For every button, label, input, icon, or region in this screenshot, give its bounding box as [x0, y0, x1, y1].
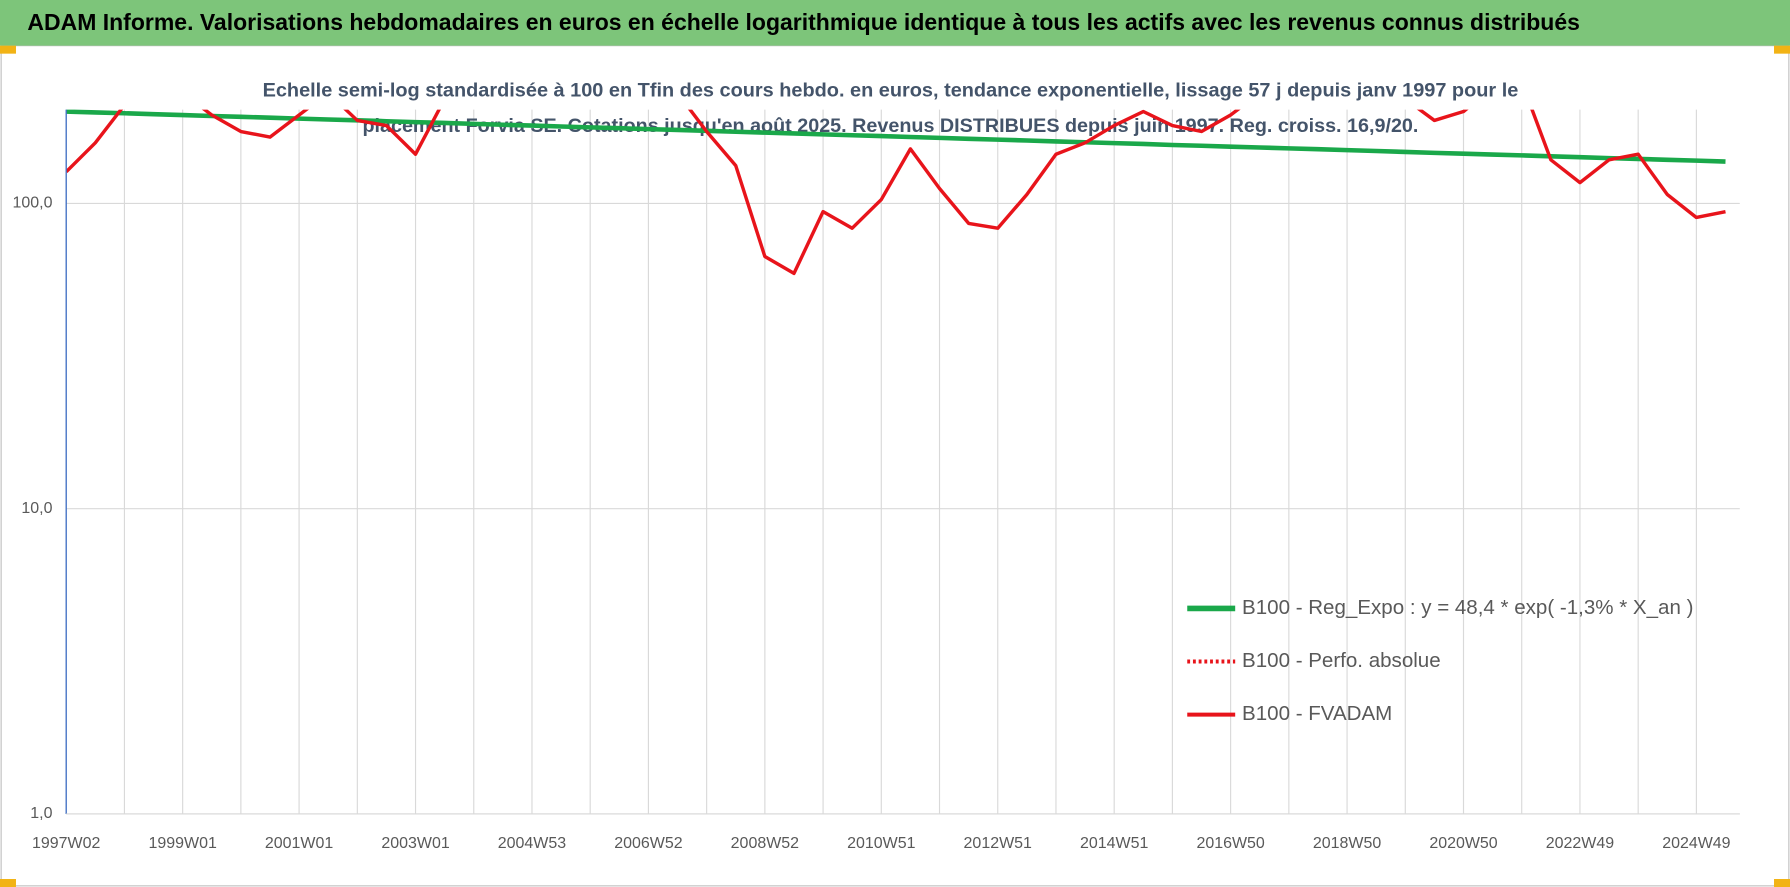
corner-mark — [1774, 879, 1790, 887]
plot-lines — [66, 109, 1726, 276]
y-tick-label: 100,0 — [13, 195, 53, 212]
x-tick-label: 2018W50 — [1313, 835, 1381, 852]
legend-label: B100 - Perfo. absolue — [1242, 649, 1441, 672]
axes-legend: 1,0 10,0 100,0 1997W02 1999W01 2001W01 2003W01… — [13, 109, 1740, 852]
x-tick-label: 2006W52 — [614, 835, 682, 852]
subtitle: placement Forvia SE. Cotations jusqu'en … — [362, 115, 1418, 137]
legend-label: B100 - FVADAM — [1242, 702, 1392, 725]
x-tick-label: 2022W49 — [1546, 835, 1614, 852]
legend-label: B100 - Reg_Expo : y = 48,4 * exp( -1,3% … — [1242, 596, 1693, 619]
x-tick-label: 2010W51 — [847, 835, 915, 852]
title-bar — [0, 0, 1790, 46]
x-tick-label: 2001W01 — [265, 835, 333, 852]
x-tick-label: 2016W50 — [1196, 835, 1264, 852]
x-tick-label: 1999W01 — [148, 835, 216, 852]
x-tick-label: 2012W51 — [964, 835, 1032, 852]
chart-title: ADAM Informe. Valorisations hebdomadaire… — [27, 9, 1580, 35]
x-tick-label: 2024W49 — [1662, 835, 1730, 852]
x-tick-label: 2020W50 — [1429, 835, 1497, 852]
grid — [66, 109, 1740, 815]
corner-mark — [0, 45, 16, 54]
y-tick-label: 1,0 — [30, 805, 52, 822]
x-tick-label: 2003W01 — [381, 835, 449, 852]
x-tick-label: 2014W51 — [1080, 835, 1148, 852]
corner-mark — [1774, 45, 1790, 54]
corner-mark — [0, 879, 16, 887]
x-tick-label: 2008W52 — [731, 835, 799, 852]
subtitle: Echelle semi-log standardisée à 100 en T… — [263, 79, 1519, 101]
x-tick-label: 1997W02 — [32, 835, 100, 852]
series-line — [66, 109, 1726, 164]
series-line — [66, 109, 1726, 276]
y-tick-label: 10,0 — [21, 500, 52, 517]
x-tick-label: 2004W53 — [498, 835, 566, 852]
